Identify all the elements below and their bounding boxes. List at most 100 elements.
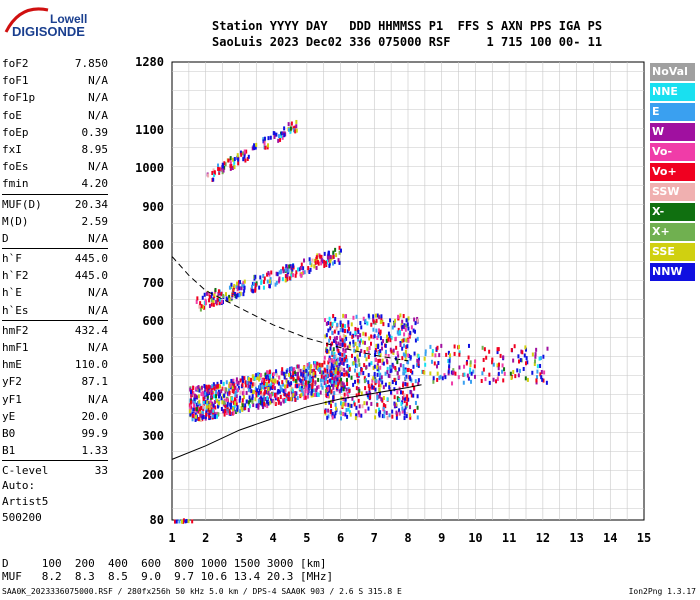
echo-point bbox=[403, 332, 406, 337]
echo-point bbox=[255, 142, 258, 147]
echo-point bbox=[518, 368, 521, 373]
header-line-1: Station YYYY DAY DDD HHMMSS P1 FFS S AXN… bbox=[212, 19, 603, 33]
echo-point bbox=[407, 360, 410, 365]
echo-point bbox=[233, 386, 236, 391]
echo-point bbox=[189, 405, 192, 410]
echo-point bbox=[258, 384, 261, 389]
echo-point bbox=[407, 397, 410, 402]
echo-point bbox=[417, 378, 420, 383]
echo-point bbox=[283, 384, 286, 389]
echo-point bbox=[346, 358, 349, 363]
echo-point bbox=[396, 350, 399, 355]
echo-point bbox=[210, 295, 213, 300]
echo-point bbox=[382, 395, 385, 400]
echo-point bbox=[343, 384, 346, 389]
echo-point bbox=[241, 407, 244, 412]
echo-point bbox=[346, 329, 349, 334]
echo-point bbox=[369, 395, 372, 400]
echo-point bbox=[174, 519, 177, 524]
logo-top-text: Lowell bbox=[50, 12, 88, 26]
echo-point bbox=[333, 354, 336, 359]
echo-point bbox=[441, 376, 444, 381]
echo-point bbox=[343, 338, 346, 343]
echo-point bbox=[248, 395, 251, 400]
echo-point bbox=[310, 364, 313, 369]
echo-point bbox=[305, 368, 308, 373]
echo-point bbox=[275, 280, 278, 285]
echo-point bbox=[444, 375, 447, 380]
echo-point bbox=[333, 336, 336, 341]
echo-point bbox=[363, 376, 366, 381]
echo-point bbox=[429, 344, 432, 349]
echo-point bbox=[222, 168, 225, 173]
echo-point bbox=[322, 259, 325, 264]
echo-point bbox=[336, 375, 339, 380]
echo-point bbox=[204, 391, 207, 396]
echo-point bbox=[356, 373, 359, 378]
echo-point bbox=[382, 402, 385, 407]
echo-point bbox=[215, 394, 218, 399]
echo-point bbox=[327, 394, 330, 399]
echo-point bbox=[226, 401, 229, 406]
echo-point bbox=[216, 414, 219, 419]
echo-point bbox=[196, 296, 199, 301]
echo-point bbox=[416, 394, 419, 399]
echo-point bbox=[222, 386, 225, 391]
echo-point bbox=[413, 351, 416, 356]
echo-point bbox=[314, 365, 317, 370]
echo-point bbox=[208, 292, 211, 297]
echo-point bbox=[346, 363, 349, 368]
echo-point bbox=[335, 406, 338, 411]
echo-point bbox=[330, 389, 333, 394]
echo-point bbox=[534, 359, 537, 364]
echo-point bbox=[434, 353, 437, 358]
echo-point bbox=[378, 378, 381, 383]
y-tick-label: 900 bbox=[142, 200, 164, 214]
echo-point bbox=[342, 347, 345, 352]
echo-point bbox=[339, 327, 342, 332]
echo-point bbox=[224, 387, 227, 392]
echo-point bbox=[230, 163, 233, 168]
echo-point bbox=[472, 369, 475, 374]
echo-point bbox=[445, 352, 448, 357]
echo-point bbox=[402, 366, 405, 371]
echo-point bbox=[353, 402, 356, 407]
echo-point bbox=[217, 401, 220, 406]
echo-point bbox=[405, 382, 408, 387]
param-value: 8.95 bbox=[81, 142, 109, 156]
echo-point bbox=[354, 327, 357, 332]
echo-point bbox=[223, 412, 226, 417]
echo-point bbox=[294, 273, 297, 278]
echo-point bbox=[191, 413, 194, 418]
echo-point bbox=[323, 259, 326, 264]
param-row: h`F2 445.0 bbox=[2, 267, 108, 284]
echo-point bbox=[348, 388, 351, 393]
echo-point bbox=[233, 165, 236, 170]
echo-point bbox=[345, 354, 348, 359]
echo-point bbox=[343, 367, 346, 372]
param-value: 0.39 bbox=[81, 125, 109, 139]
echo-point bbox=[352, 339, 355, 344]
distance-row: D 100 200 400 600 800 1000 1500 3000 [km… bbox=[2, 557, 327, 570]
echo-point bbox=[334, 367, 337, 372]
polarization-legend: NoVal NNE E W Vo- Vo+ SSW X- X+ SSE NNW bbox=[650, 63, 695, 283]
echo-point bbox=[438, 353, 441, 358]
echo-point bbox=[318, 363, 321, 368]
echo-point bbox=[517, 373, 520, 378]
echo-point bbox=[524, 376, 527, 381]
echo-point bbox=[206, 392, 209, 397]
echo-point bbox=[382, 339, 385, 344]
echo-point bbox=[342, 411, 345, 416]
echo-point bbox=[381, 319, 384, 324]
echo-point bbox=[457, 344, 460, 349]
echo-point bbox=[250, 389, 253, 394]
echo-point bbox=[214, 287, 217, 292]
echo-point bbox=[249, 398, 252, 403]
echo-point bbox=[236, 381, 239, 386]
echo-point bbox=[389, 338, 392, 343]
echo-point bbox=[309, 385, 312, 390]
echo-point bbox=[409, 355, 412, 360]
echo-point bbox=[303, 270, 306, 275]
echo-point bbox=[312, 378, 315, 383]
echo-point bbox=[251, 399, 254, 404]
